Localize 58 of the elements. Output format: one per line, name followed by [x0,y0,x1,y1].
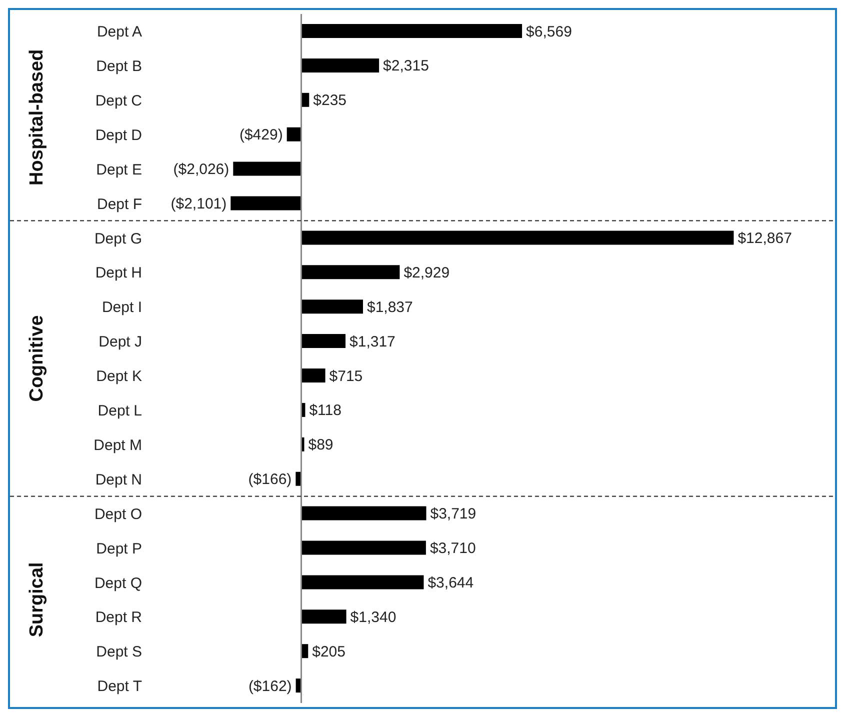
data-label: $715 [329,368,363,385]
bar [296,472,302,486]
y-tick-label: Dept O [94,506,142,523]
data-label: $12,867 [738,230,792,247]
y-tick-label: Dept G [94,230,142,248]
bar [301,300,363,314]
data-label: $3,710 [430,540,476,557]
bar [230,196,302,210]
y-tick-label: Dept Q [94,574,142,592]
data-label: $6,569 [526,23,572,40]
data-label: ($2,101) [170,196,227,212]
bar [301,506,426,520]
data-label: $3,644 [428,574,474,592]
data-label: $89 [308,436,334,454]
data-label: $1,340 [350,608,396,626]
data-label: $205 [312,643,346,660]
data-label: $2,315 [383,58,429,75]
bar [301,230,734,245]
bar [301,540,426,555]
y-tick-label: Dept E [96,161,142,178]
bar [301,24,522,38]
y-tick-label: Dept D [95,126,142,144]
y-tick-label: Dept K [96,368,142,386]
data-label: ($166) [248,471,292,488]
y-tick-label: Dept I [102,299,142,316]
y-tick-label: Dept R [95,609,142,626]
bar [301,575,424,590]
data-label: $118 [309,402,342,420]
bar [286,127,302,142]
text: Hospital-based [26,49,48,186]
y-tick-label: Dept M [94,436,142,454]
y-tick-label: Dept N [95,471,142,488]
bar [301,334,346,348]
y-tick-label: Dept P [96,540,142,558]
y-tick-label: Dept T [97,678,142,696]
bar [301,58,380,72]
data-label: ($162) [248,678,292,695]
bar [301,610,346,624]
y-tick-label: Dept S [96,644,142,661]
data-label: ($429) [239,126,283,144]
data-label: $3,719 [430,506,476,523]
y-tick-label: Dept F [96,196,142,213]
data-label: $1,837 [366,298,413,316]
data-label: $1,317 [350,333,396,350]
data-label: $235 [313,92,347,110]
y-tick-label: Dept C [95,92,142,110]
y-tick-label: Dept J [98,334,142,351]
y-tick-label: Dept B [96,58,142,75]
bar [233,162,302,176]
text: Cognitive [26,315,48,402]
y-tick-label: Dept A [96,24,142,41]
y-tick-label: Dept L [98,402,142,420]
bar [301,368,326,382]
y-tick-label: Dept H [95,264,142,282]
data-label: $2,929 [404,264,450,282]
bar [301,265,400,280]
text: Surgical [26,562,48,638]
data-label: ($2,026) [173,161,230,178]
